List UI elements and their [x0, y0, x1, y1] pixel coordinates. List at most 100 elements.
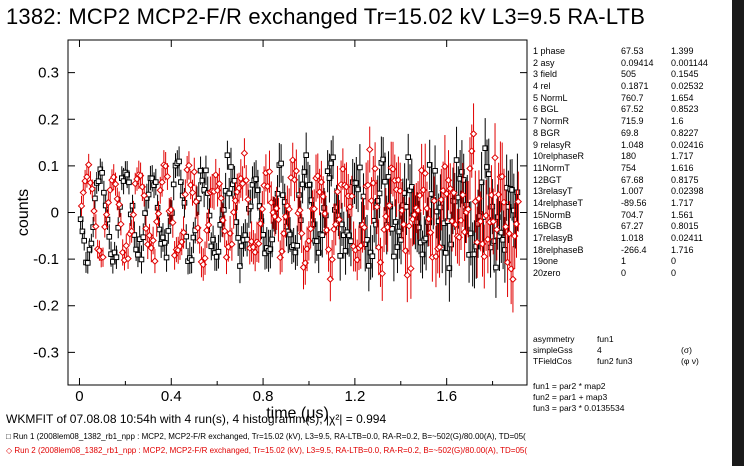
- data-point: [294, 242, 301, 249]
- data-point: [360, 223, 369, 232]
- param-value: 1: [621, 256, 627, 267]
- data-point: [398, 237, 404, 243]
- data-point: [151, 257, 159, 265]
- param-error: 1.561: [671, 209, 694, 220]
- data-point: [369, 253, 376, 260]
- data-point: [296, 192, 302, 198]
- data-point: [192, 198, 200, 206]
- data-point: [201, 254, 209, 262]
- param-name: 19one: [533, 256, 559, 267]
- data-point: [197, 167, 204, 174]
- data-point: [298, 217, 304, 223]
- data-point: [502, 247, 508, 253]
- data-point: [382, 178, 388, 185]
- data-point: [353, 180, 360, 186]
- data-point: [314, 238, 320, 244]
- data-point: [348, 192, 356, 200]
- data-point: [238, 179, 247, 188]
- data-point: [443, 250, 449, 256]
- param-value: 1.007: [621, 186, 644, 197]
- data-point: [324, 168, 331, 174]
- data-point: [92, 222, 100, 231]
- data-point: [237, 263, 243, 269]
- data-point: [163, 172, 172, 181]
- param-error: 1.717: [671, 151, 694, 162]
- data-point: [335, 215, 343, 224]
- data-point: [258, 205, 267, 213]
- data-point: [292, 167, 301, 175]
- param-name: 8 BGR: [533, 127, 561, 138]
- param-name: 13relasyT: [533, 186, 573, 197]
- param-name: 9 relasyR: [533, 139, 572, 150]
- param-error: 0.02416: [671, 139, 704, 150]
- param-name: 10relphaseR: [533, 151, 585, 162]
- data-point: [90, 207, 98, 215]
- data-point: [149, 175, 156, 182]
- data-point: [274, 215, 283, 224]
- function-name: simpleGss: [533, 345, 573, 355]
- data-point: [120, 178, 127, 184]
- data-point: [124, 171, 130, 178]
- data-point: [333, 188, 342, 196]
- param-value: 69.8: [621, 127, 639, 138]
- param-value: 704.7: [621, 209, 644, 220]
- data-point: [204, 221, 213, 229]
- y-tick-label: 0.2: [38, 111, 59, 128]
- data-point: [102, 210, 111, 219]
- data-point: [493, 225, 501, 234]
- param-value: 180: [621, 151, 637, 162]
- data-point: [213, 254, 220, 260]
- param-error: 1.616: [671, 162, 694, 173]
- data-point: [373, 203, 381, 211]
- data-point: [407, 264, 415, 273]
- data-point: [226, 190, 233, 197]
- data-point: [129, 211, 138, 219]
- data-point: [92, 195, 98, 202]
- data-point: [448, 241, 454, 248]
- equation-fun2: fun2 = par1 + map3: [533, 392, 608, 402]
- data-point: [306, 181, 313, 188]
- data-point: [421, 169, 429, 178]
- data-point: [371, 164, 379, 173]
- data-point: [140, 191, 148, 200]
- param-name: 14relphaseT: [533, 197, 584, 208]
- data-point: [255, 187, 261, 194]
- param-name: 11NormT: [533, 162, 570, 173]
- data-point: [374, 198, 381, 204]
- data-point: [242, 176, 250, 185]
- data-point: [464, 205, 472, 213]
- data-point: [124, 254, 132, 263]
- window-edge: [732, 0, 744, 466]
- data-point: [129, 202, 136, 209]
- data-point: [217, 194, 225, 202]
- data-point: [106, 233, 113, 240]
- data-point: [494, 214, 501, 220]
- data-point: [260, 232, 267, 238]
- data-point: [170, 181, 177, 188]
- param-value: 0.1871: [621, 81, 649, 92]
- data-point: [135, 251, 141, 258]
- y-tick-label: -0.1: [33, 251, 59, 268]
- data-point: [133, 246, 139, 253]
- data-point: [403, 271, 412, 279]
- param-name: 2 asy: [533, 57, 555, 68]
- data-point: [446, 184, 454, 193]
- param-name: 16BGB: [533, 221, 563, 232]
- data-point: [299, 181, 306, 188]
- data-point: [110, 258, 116, 265]
- equation-fun3: fun3 = par3 * 0.0135534: [533, 403, 625, 413]
- data-point: [169, 218, 177, 227]
- data-point: [178, 179, 184, 185]
- data-point: [355, 186, 361, 193]
- fit-summary: WKMFIT of 07.08.08 10:54h with 4 run(s),…: [6, 412, 387, 426]
- run1-legend: □ Run 1 (2008lem08_1382_rb1_npp : MCP2, …: [6, 432, 526, 441]
- data-point: [489, 217, 497, 226]
- data-point: [176, 158, 182, 165]
- data-point: [430, 197, 438, 205]
- y-tick-label: 0: [51, 205, 59, 222]
- data-point: [84, 161, 93, 169]
- function-symbols: (σ): [681, 345, 692, 355]
- param-error: 1.654: [671, 92, 694, 103]
- data-point: [489, 203, 496, 210]
